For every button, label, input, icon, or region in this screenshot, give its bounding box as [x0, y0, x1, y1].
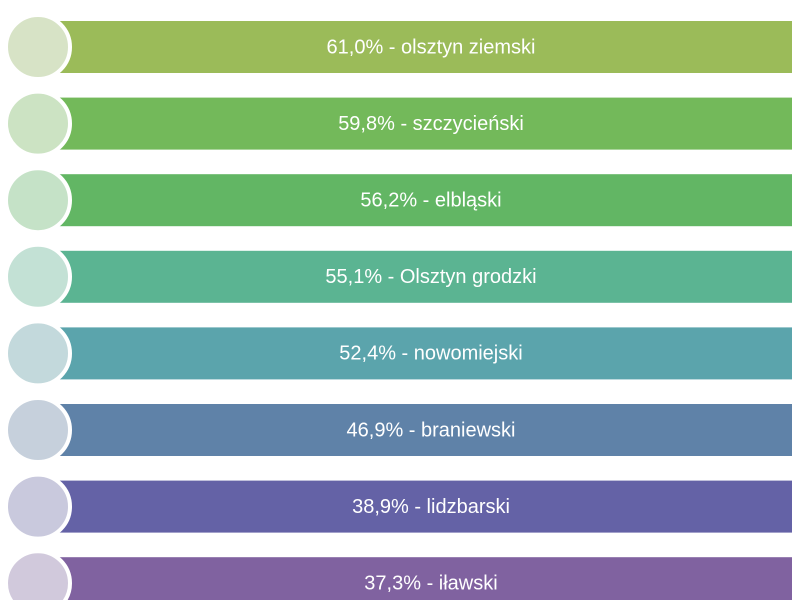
- item-bar: [40, 404, 792, 456]
- item-bullet: [4, 89, 72, 158]
- item-label: 52,4% - nowomiejski: [339, 343, 522, 365]
- item-bullet: [4, 242, 72, 311]
- item-label: 56,2% - elbląski: [360, 189, 501, 211]
- item-bullet: [4, 549, 72, 600]
- item-label: 46,9% - braniewski: [347, 419, 516, 441]
- item-bullet: [4, 13, 72, 81]
- item-bullet: [4, 472, 72, 541]
- item-bar: [40, 327, 792, 380]
- item-bar: [40, 21, 792, 73]
- item-label: 59,8% - szczycieński: [338, 113, 524, 135]
- item-bullet: [4, 396, 72, 464]
- item-bullet: [4, 166, 72, 235]
- item-label: 55,1% - Olsztyn grodzki: [325, 266, 536, 288]
- item-bar: [40, 557, 792, 600]
- item-label: 61,0% - olsztyn ziemski: [327, 36, 536, 58]
- item-label: 38,9% - lidzbarski: [352, 496, 510, 518]
- item-bar: [40, 174, 792, 227]
- item-label: 37,3% - iławski: [364, 572, 497, 594]
- item-bar: [40, 480, 792, 533]
- item-bar: [40, 250, 792, 303]
- item-bar: [40, 97, 792, 150]
- item-bullet: [4, 319, 72, 388]
